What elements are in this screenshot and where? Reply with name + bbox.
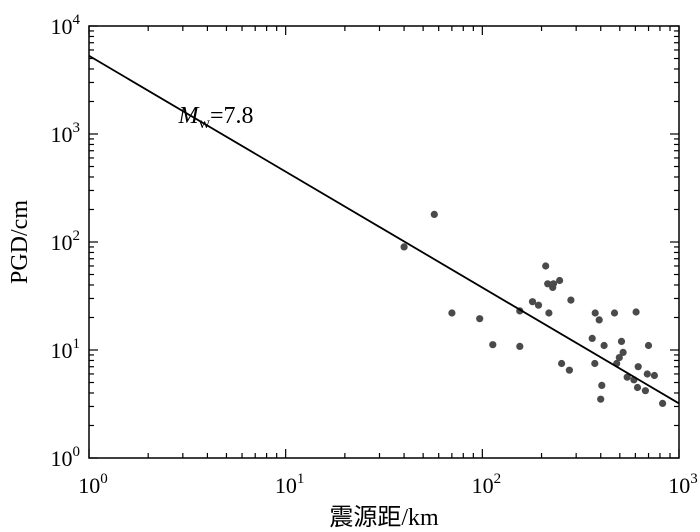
data-point <box>528 298 537 306</box>
tick-label-base: 10 <box>78 473 100 498</box>
data-point <box>644 341 653 350</box>
y-tick-label: 102 <box>51 228 81 255</box>
tick-label-exponent: 3 <box>690 471 698 487</box>
tick-label-exponent: 1 <box>73 336 81 352</box>
x-tick-label: 103 <box>668 471 698 498</box>
data-point <box>542 262 550 270</box>
y-tick-label: 101 <box>51 336 81 363</box>
tick-label-exponent: 2 <box>73 228 81 244</box>
data-point <box>565 366 574 374</box>
data-point <box>558 359 566 368</box>
tick-label-exponent: 1 <box>297 471 305 487</box>
annotation-mw-value: =7.8 <box>210 103 254 129</box>
data-point <box>489 341 497 349</box>
data-point <box>400 243 408 251</box>
x-axis-title: 震源距/km <box>329 504 439 531</box>
data-point <box>600 341 608 350</box>
data-point <box>597 395 605 403</box>
tick-label-base: 10 <box>472 473 494 498</box>
x-tick-label: 101 <box>275 471 305 498</box>
fit-line <box>88 55 680 405</box>
tick-label-exponent: 0 <box>100 471 108 487</box>
data-point <box>591 309 599 317</box>
data-point <box>567 296 575 304</box>
plot-frame <box>88 25 680 459</box>
data-point <box>633 383 642 392</box>
y-axis-title: PGD/cm <box>7 200 33 284</box>
annotation-mw-symbol: M <box>177 103 200 129</box>
data-point <box>615 354 623 362</box>
y-tick-label: 103 <box>51 120 81 147</box>
tick-label-base: 10 <box>51 122 73 147</box>
tick-label-base: 10 <box>51 338 73 363</box>
data-point <box>610 309 619 317</box>
data-point <box>634 363 642 371</box>
data-point <box>623 373 631 381</box>
data-point <box>588 334 596 342</box>
annotation-mw: Mw=7.8 <box>177 103 253 132</box>
data-point <box>476 315 484 323</box>
data-point <box>619 348 627 356</box>
data-point <box>448 309 456 317</box>
tick-label-base: 10 <box>51 230 73 255</box>
data-point <box>641 387 650 395</box>
data-point <box>650 371 659 380</box>
x-tick-label: 102 <box>472 471 502 498</box>
data-point <box>617 337 626 345</box>
tick-label-exponent: 3 <box>73 120 81 136</box>
tick-label-base: 10 <box>275 473 297 498</box>
y-tick-label: 104 <box>51 12 81 39</box>
data-point <box>595 316 603 324</box>
tick-label-base: 10 <box>668 473 690 498</box>
data-point <box>659 399 667 407</box>
tick-label-base: 10 <box>51 14 73 39</box>
tick-label-exponent: 2 <box>494 471 502 487</box>
data-point <box>544 280 552 288</box>
tick-label-base: 10 <box>51 446 73 471</box>
axis-ticks <box>88 25 680 459</box>
data-point <box>545 309 553 317</box>
data-point <box>556 276 564 285</box>
y-tick-label: 100 <box>51 444 81 471</box>
data-point <box>534 301 543 309</box>
scatter-points <box>400 210 667 407</box>
data-point <box>643 370 651 378</box>
data-point <box>516 342 524 350</box>
data-point <box>598 381 606 389</box>
data-point <box>549 283 557 291</box>
tick-label-exponent: 4 <box>73 12 81 28</box>
data-point <box>430 210 438 218</box>
data-point <box>591 359 599 368</box>
tick-label-exponent: 0 <box>73 444 81 460</box>
data-point <box>632 308 640 316</box>
annotation-mw-subscript: w <box>198 115 210 132</box>
x-tick-label: 100 <box>78 471 108 498</box>
